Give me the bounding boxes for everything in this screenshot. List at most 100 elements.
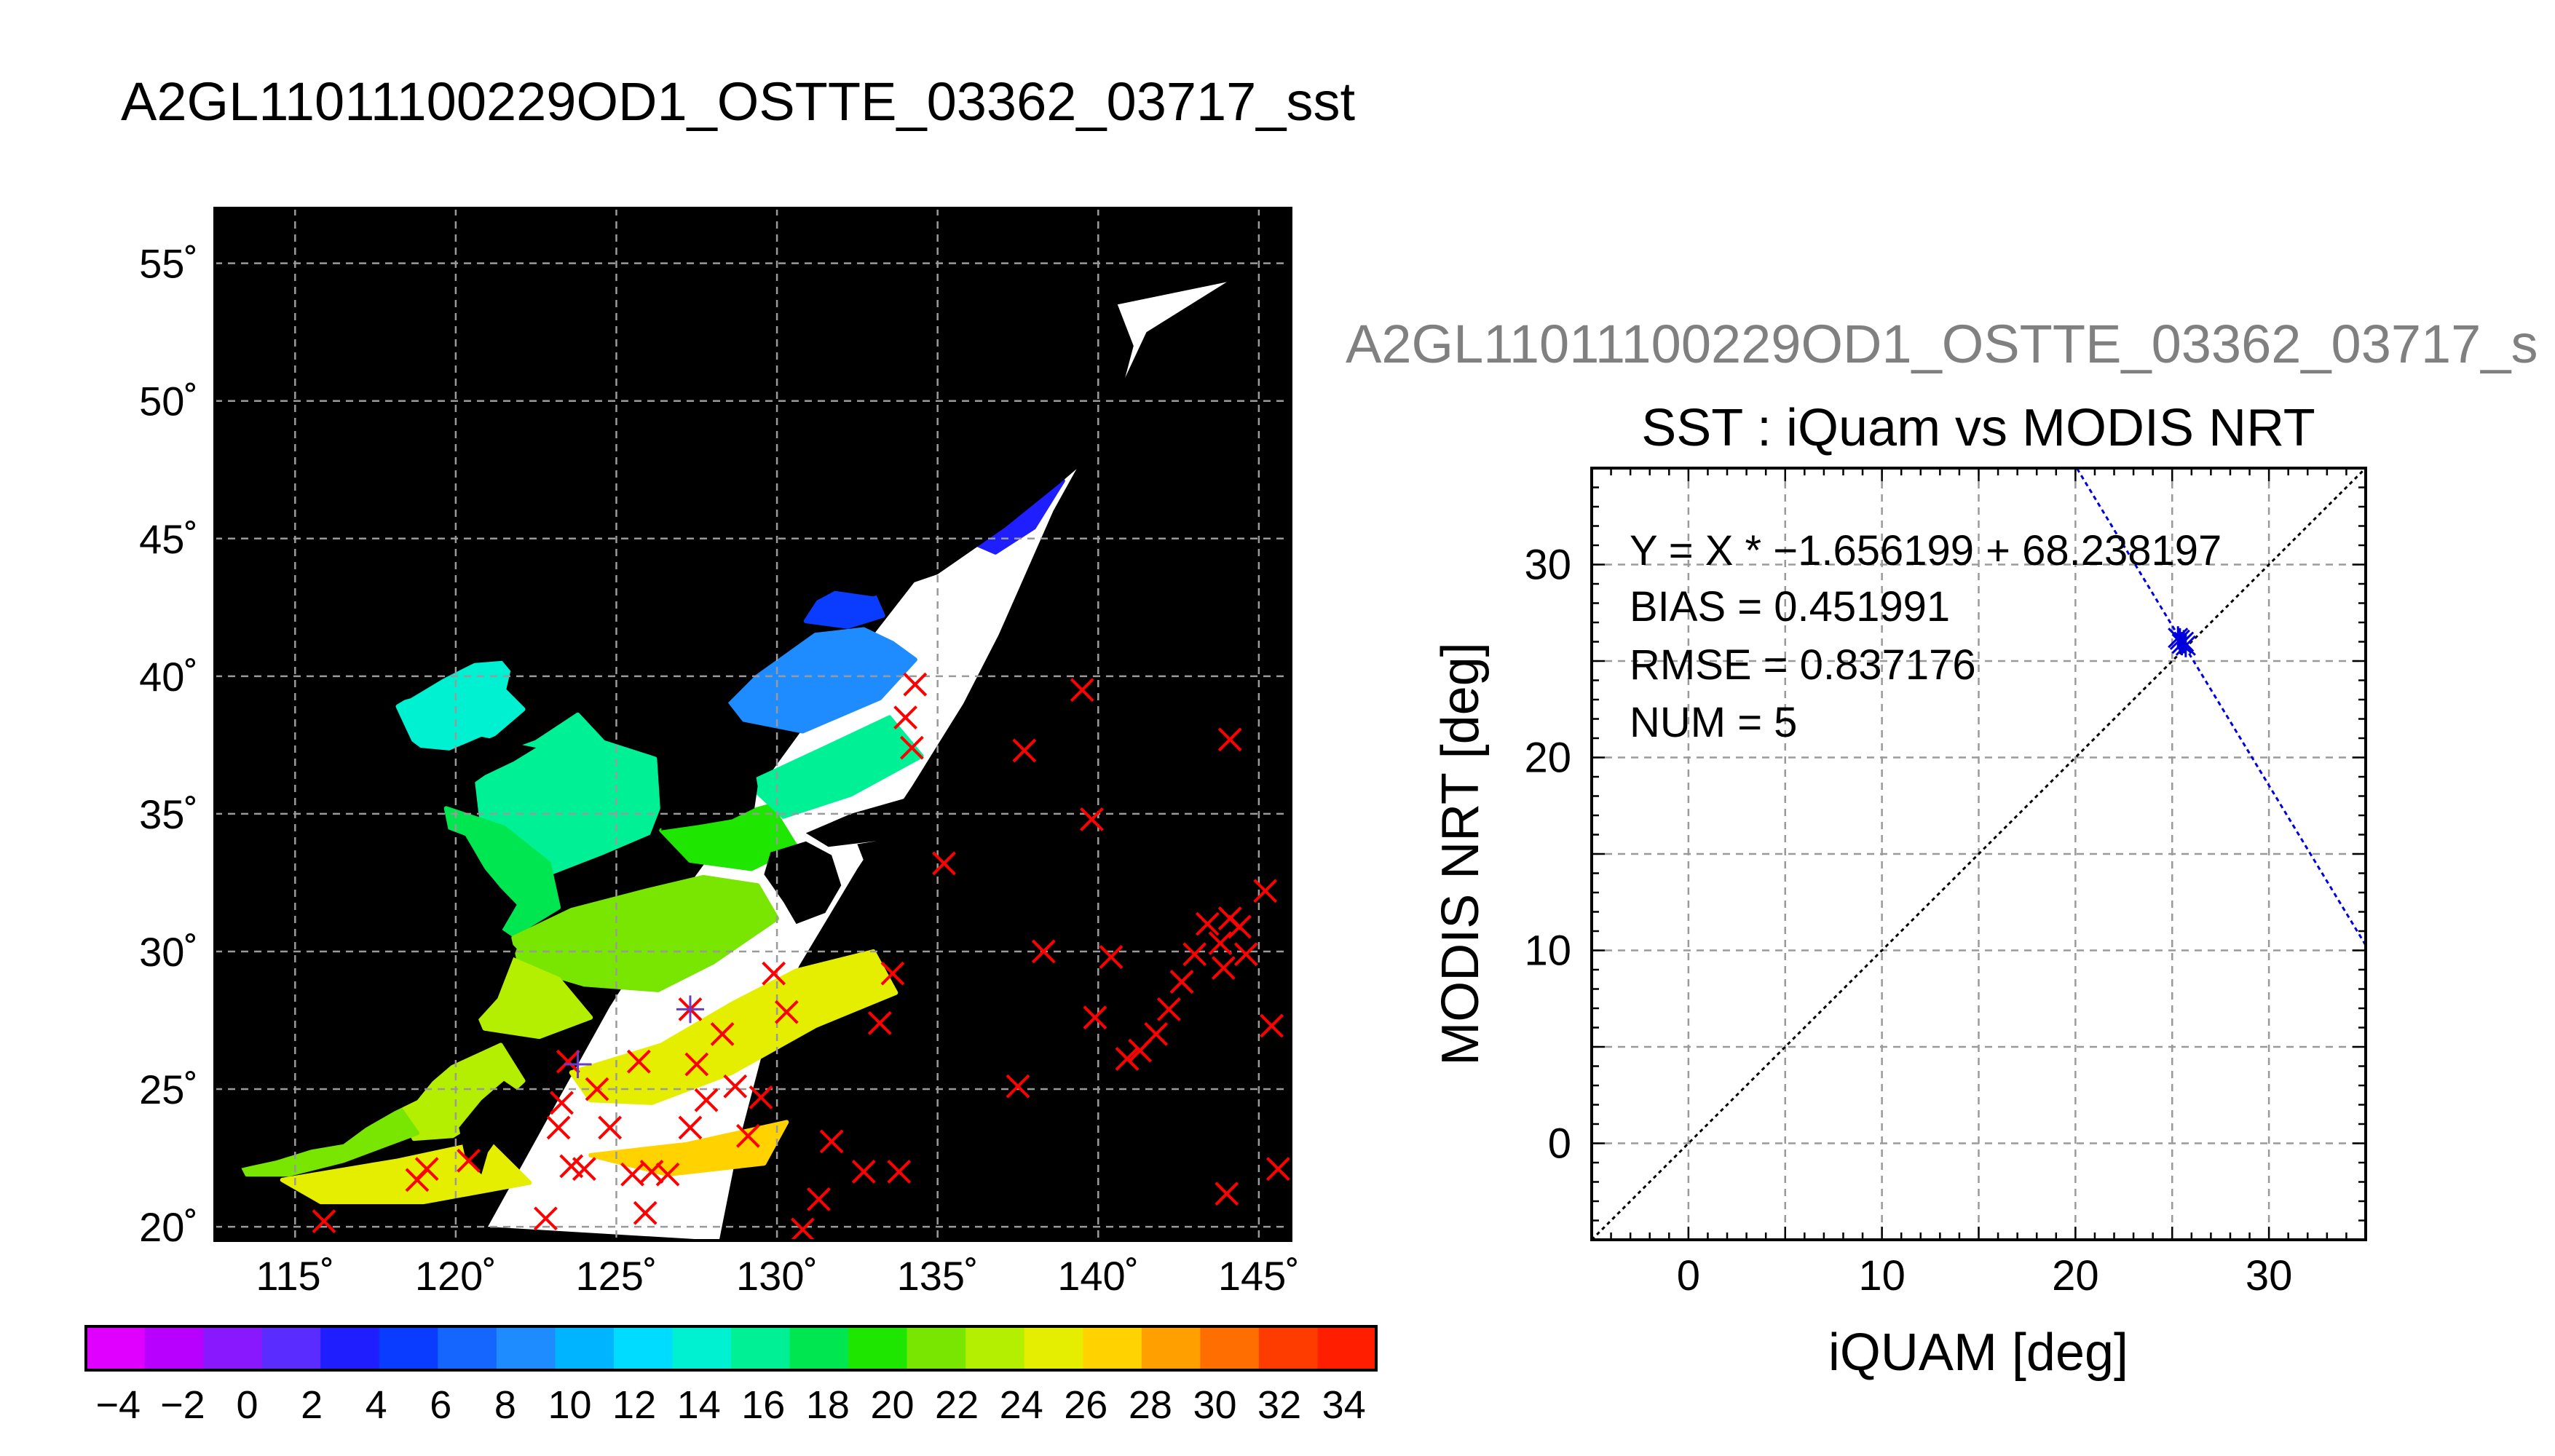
scatter-y-tick-label: 0 xyxy=(1548,1120,1571,1168)
map-y-tick-label: 40˚ xyxy=(139,654,198,700)
map-matchup-point xyxy=(546,1115,571,1140)
map-matchup-point xyxy=(932,851,956,876)
map-y-tick-label: 45˚ xyxy=(139,516,198,562)
map-matchup-point xyxy=(1115,1047,1140,1071)
colorbar-tick-label: 22 xyxy=(935,1383,979,1427)
map-y-tick-label: 50˚ xyxy=(139,379,198,424)
map-matchup-point xyxy=(620,1162,644,1187)
map-matchup-point xyxy=(1169,970,1194,994)
colorbar-swatch xyxy=(1024,1326,1083,1370)
map-buoy-point xyxy=(676,995,704,1024)
map-matchup-point xyxy=(1195,911,1220,936)
scatter-y-tick-label: 10 xyxy=(1524,927,1571,975)
scatter-panel: SST : iQuam vs MODIS NRT Y = X * −1.6561… xyxy=(1431,399,2367,1382)
map-x-tick-label: 145˚ xyxy=(1218,1253,1300,1299)
map-matchup-point xyxy=(887,1160,912,1184)
map-matchup-point xyxy=(1217,727,1242,752)
colorbar-swatch xyxy=(672,1326,732,1370)
colorbar-swatch xyxy=(907,1326,966,1370)
map-y-tick-label: 20˚ xyxy=(139,1204,198,1250)
scatter-gridlines xyxy=(1592,468,2366,1240)
colorbar-swatch xyxy=(848,1326,908,1370)
map-matchup-point xyxy=(1012,738,1037,763)
scatter-frame xyxy=(1590,467,2367,1241)
map-matchup-point xyxy=(1182,942,1207,967)
map-matchup-point xyxy=(1215,1182,1239,1206)
map-matchup-point xyxy=(819,1129,844,1154)
scatter-x-tick-label: 10 xyxy=(1858,1252,1906,1299)
map-land-mask xyxy=(215,208,1291,1175)
colorbar-swatch xyxy=(555,1326,615,1370)
map-buoy-point xyxy=(564,1050,592,1078)
map-land-mask xyxy=(805,797,967,847)
map-matchup-point xyxy=(1006,1074,1030,1099)
map-matchup-point xyxy=(414,1157,439,1182)
scatter-points xyxy=(2168,626,2196,657)
colorbar-swatch xyxy=(203,1326,263,1370)
map-matchup-point xyxy=(556,1049,580,1074)
map-matchup-point xyxy=(880,961,905,986)
scatter-x-tick-labels: 0 10 20 30 xyxy=(1677,1252,2293,1299)
colorbar-tick-label: −2 xyxy=(160,1383,205,1427)
map-y-tick-label: 55˚ xyxy=(139,241,198,287)
colorbar-tick-label: 16 xyxy=(741,1383,785,1427)
map-matchup-point xyxy=(626,1049,651,1074)
map-matchup-point xyxy=(572,1157,596,1182)
map-y-tick-labels: 20˚ 25˚ 30˚ 35˚ 40˚ 45˚ 50˚ 55˚ xyxy=(139,241,198,1250)
one-to-one-line xyxy=(1592,468,2366,1240)
colorbar-tick-label: 6 xyxy=(430,1383,451,1427)
map-matchup-point xyxy=(1080,807,1104,831)
map-x-tick-labels: 115˚ 120˚ 125˚ 130˚ 135˚ 140˚ 145˚ xyxy=(256,1253,1300,1299)
map-matchup-point xyxy=(774,1000,799,1024)
colorbar-swatch xyxy=(261,1326,321,1370)
regression-fit-line xyxy=(2075,468,2366,946)
map-x-tick-label: 120˚ xyxy=(415,1253,497,1299)
scatter-x-tick-label: 0 xyxy=(1677,1252,1700,1299)
map-matchup-point xyxy=(534,1206,558,1231)
map-x-tick-label: 115˚ xyxy=(256,1253,334,1299)
scatter-y-axis-label: MODIS NRT [deg] xyxy=(1431,642,1490,1066)
map-land-mask xyxy=(655,855,678,863)
stats-regression-line: Y = X * −1.656199 + 68.238197 xyxy=(1630,527,2222,574)
scatter-y-tick-label: 30 xyxy=(1524,542,1571,589)
colorbar-swatch xyxy=(1317,1326,1377,1370)
colorbar-swatch xyxy=(379,1326,438,1370)
colorbar-tick-label: 30 xyxy=(1193,1383,1236,1427)
map-matchup-point xyxy=(1253,879,1278,903)
map-matchup-point xyxy=(851,1160,876,1184)
scatter-stats-block: Y = X * −1.656199 + 68.238197 BIAS = 0.4… xyxy=(1630,527,2222,746)
map-matchup-point xyxy=(585,1077,609,1101)
map-matchup-point xyxy=(762,961,786,986)
map-matchup-point xyxy=(749,1085,773,1109)
colorbar-tick-label: 34 xyxy=(1322,1383,1366,1427)
colorbar-tick-label: 8 xyxy=(494,1383,516,1427)
colorbar-swatch xyxy=(1141,1326,1201,1370)
scatter-title: SST : iQuam vs MODIS NRT xyxy=(1641,399,2315,457)
colorbar-swatch xyxy=(1200,1326,1260,1370)
scatter-file-title: A2GL11011100229OD1_OSTTE_03362_03717_s xyxy=(1346,314,2538,374)
colorbar-tick-label: 18 xyxy=(806,1383,850,1427)
map-y-tick-label: 25˚ xyxy=(139,1067,198,1112)
sst-colorbar: −4 −2 0 2 4 6 8 10 12 14 16 18 20 22 24 26 28 30 32 34 xyxy=(84,1325,1378,1427)
colorbar-tick-label: 32 xyxy=(1257,1383,1301,1427)
stats-num-line: NUM = 5 xyxy=(1630,699,1797,746)
map-matchup-point xyxy=(710,1021,735,1046)
colorbar-swatch xyxy=(1258,1326,1318,1370)
colorbar-tick-label: 24 xyxy=(1000,1383,1043,1427)
colorbar-swatch xyxy=(496,1326,556,1370)
map-matchup-point xyxy=(1144,1021,1169,1046)
map-matchup-point xyxy=(1031,939,1056,964)
colorbar-swatch xyxy=(438,1326,497,1370)
colorbar-frame xyxy=(84,1325,1378,1372)
colorbar-tick-label: 26 xyxy=(1064,1383,1107,1427)
colorbar-swatch xyxy=(965,1326,1025,1370)
map-matchup-point xyxy=(899,735,924,760)
colorbar-tick-label: 10 xyxy=(548,1383,591,1427)
map-land-mask xyxy=(764,841,842,925)
colorbar-tick-label: 28 xyxy=(1129,1383,1172,1427)
map-sst-region xyxy=(588,1120,789,1177)
colorbar-swatch xyxy=(1083,1326,1142,1370)
map-gridlines xyxy=(215,208,1291,1241)
